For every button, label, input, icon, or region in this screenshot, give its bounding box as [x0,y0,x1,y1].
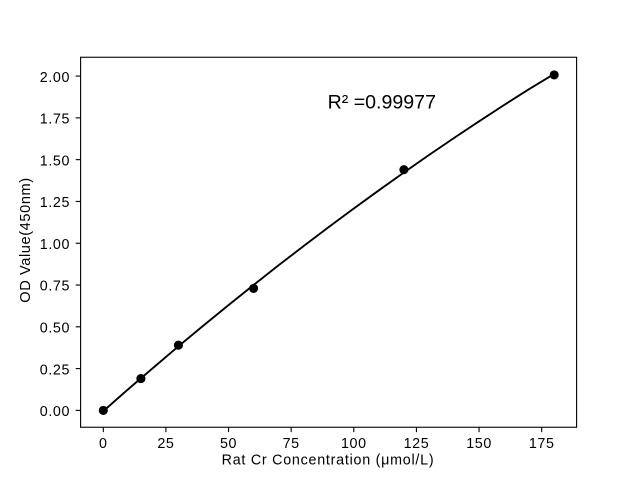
svg-text:0: 0 [99,436,108,452]
svg-text:R² =0.99977: R² =0.99977 [328,91,436,113]
svg-text:175: 175 [529,436,555,452]
svg-text:1.50: 1.50 [40,153,70,169]
svg-text:100: 100 [341,436,367,452]
svg-text:50: 50 [220,436,237,452]
svg-text:0.75: 0.75 [40,279,70,295]
svg-text:1.00: 1.00 [40,237,70,253]
svg-text:0.50: 0.50 [40,321,70,337]
svg-text:0.25: 0.25 [40,362,70,378]
svg-text:OD Value(450nm): OD Value(450nm) [18,177,34,303]
svg-text:75: 75 [283,436,300,452]
svg-text:25: 25 [157,436,174,452]
svg-text:1.25: 1.25 [40,195,70,211]
svg-text:0.00: 0.00 [40,404,70,420]
svg-text:2.00: 2.00 [40,70,70,86]
svg-text:Rat Cr Concentration (μmol/L): Rat Cr Concentration (μmol/L) [222,453,435,469]
svg-text:150: 150 [466,436,492,452]
svg-text:125: 125 [404,436,430,452]
svg-text:1.75: 1.75 [40,112,70,128]
